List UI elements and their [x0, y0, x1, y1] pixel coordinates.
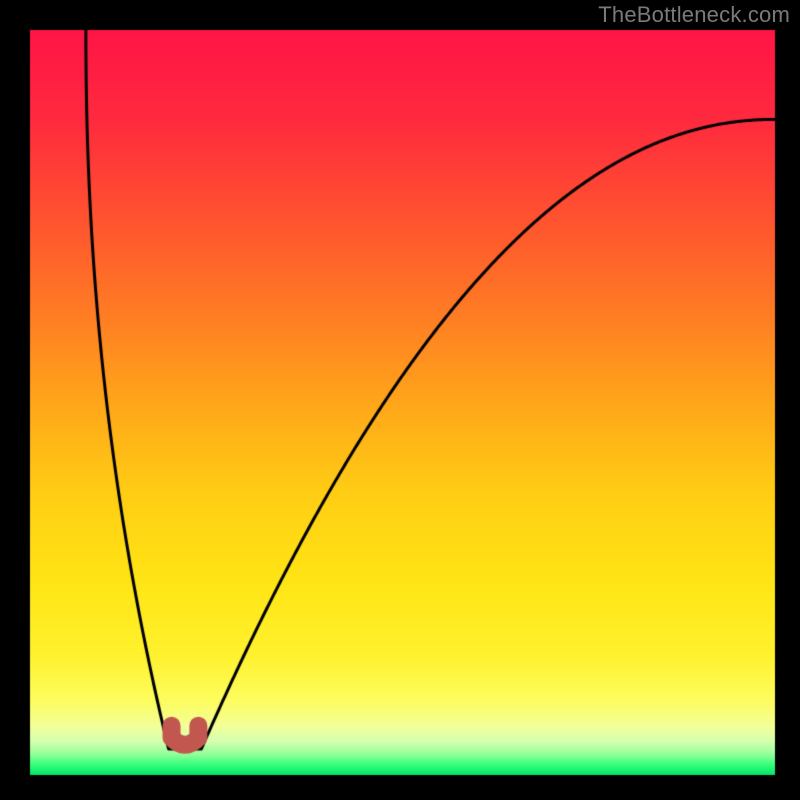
watermark-text: TheBottleneck.com	[598, 2, 790, 28]
chart-root: TheBottleneck.com	[0, 0, 800, 800]
bottleneck-chart-canvas	[0, 0, 800, 800]
